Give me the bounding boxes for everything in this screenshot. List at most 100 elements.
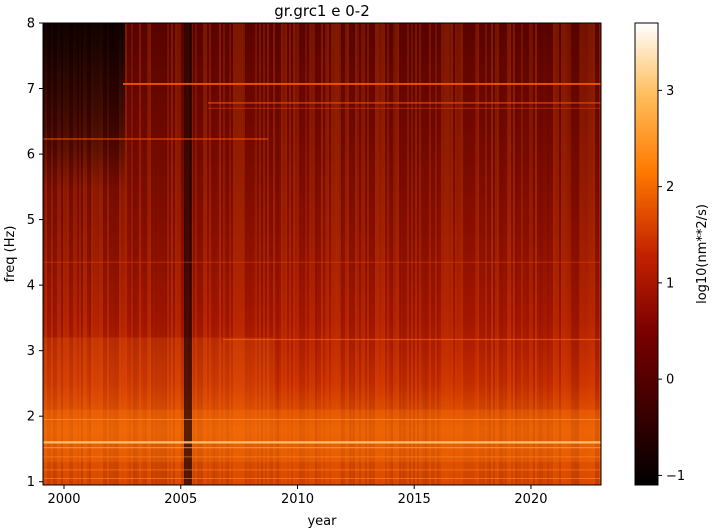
texture-stripe [221,23,223,485]
texture-stripe [137,23,139,485]
texture-stripe [201,23,203,485]
colorbar-tick-label: 2 [666,180,674,195]
colorbar: −1 0 1 2 3 log10(nm**2/s) [634,22,710,486]
texture-stripe [535,23,537,485]
texture-stripe [325,23,327,485]
texture-stripe [293,23,295,485]
texture-stripe [171,23,173,485]
texture-stripe [599,23,601,485]
texture-stripe [475,23,477,485]
texture-stripe [445,23,447,485]
texture-stripe [429,23,431,485]
texture-stripe [267,23,269,485]
texture-stripe [139,23,141,485]
y-axis-label: freq (Hz) [3,226,18,283]
texture-stripe [347,23,349,485]
texture-stripe [147,23,149,485]
colorbar-gradient [634,22,659,486]
texture-stripe [437,23,439,485]
texture-stripe [553,23,555,485]
texture-stripe [169,23,171,485]
texture-stripe [577,23,579,485]
texture-stripe [371,23,373,485]
texture-stripe [509,23,511,485]
texture-stripe [333,23,335,485]
early-broadband [43,337,273,443]
texture-stripe [249,23,251,485]
texture-stripe [159,23,161,485]
texture-stripe [487,23,489,485]
texture-stripe [515,23,517,485]
texture-stripe [385,23,387,485]
texture-stripe [597,23,599,485]
data-gap-2005 [184,23,192,485]
texture-stripe [273,23,275,485]
texture-stripe [353,23,355,485]
texture-stripe [209,23,211,485]
texture-stripe [427,23,429,485]
texture-stripe [155,23,157,485]
texture-stripe [413,23,415,485]
texture-stripe [129,23,131,485]
texture-stripe [245,23,247,485]
texture-stripe [485,23,487,485]
texture-stripe [125,23,127,485]
colorbar-tick-label: 3 [666,84,674,99]
texture-stripe [351,23,353,485]
y-tick-label: 3 [27,344,35,359]
texture-stripe [303,23,305,485]
texture-stripe [301,23,303,485]
texture-stripe [197,23,199,485]
texture-stripe [395,23,397,485]
y-tick-label: 4 [27,279,35,294]
texture-stripe [355,23,357,485]
y-tick-label: 6 [27,148,35,163]
texture-stripe [295,23,297,485]
texture-stripe [521,23,523,485]
colorbar-tick-label: −1 [666,469,685,484]
texture-stripe [277,23,279,485]
texture-stripe [383,23,385,485]
colorbar-ticks: −1 0 1 2 3 [658,84,685,484]
texture-stripe [401,23,403,485]
texture-stripe [173,23,175,485]
texture-stripe [567,23,569,485]
texture-stripe [265,23,267,485]
texture-stripe [551,23,553,485]
texture-stripe [423,23,425,485]
texture-stripe [181,23,183,485]
texture-stripe [555,23,557,485]
texture-stripe [255,23,257,485]
texture-stripe [237,23,239,485]
texture-stripe [529,23,531,485]
x-axis: 2000 2005 2010 2015 2020 [47,485,548,507]
texture-stripe [505,23,507,485]
early-years-dark-region [43,23,125,323]
texture-stripe [483,23,485,485]
texture-stripe [585,23,587,485]
y-tick-label: 1 [27,475,35,490]
texture-stripe [151,23,153,485]
x-tick-label: 2015 [398,492,431,507]
texture-stripe [345,23,347,485]
texture-stripe [583,23,585,485]
texture-stripe [229,23,231,485]
colorbar-tick-label: 0 [666,373,674,388]
texture-stripe [393,23,395,485]
texture-stripe [149,23,151,485]
texture-stripe [571,23,573,485]
texture-stripe [175,23,177,485]
texture-stripe [219,23,221,485]
x-tick-label: 2000 [47,492,80,507]
texture-stripe [557,23,559,485]
texture-stripe [365,23,367,485]
texture-stripe [575,23,577,485]
texture-stripe [397,23,399,485]
y-axis: 1 2 3 4 5 6 7 8 [27,17,43,490]
texture-stripe [203,23,205,485]
texture-stripe [507,23,509,485]
spectral-lines [43,83,601,479]
texture-stripe [243,23,245,485]
colorbar-label: log10(nm**2/s) [695,204,710,304]
texture-stripe [313,23,315,485]
